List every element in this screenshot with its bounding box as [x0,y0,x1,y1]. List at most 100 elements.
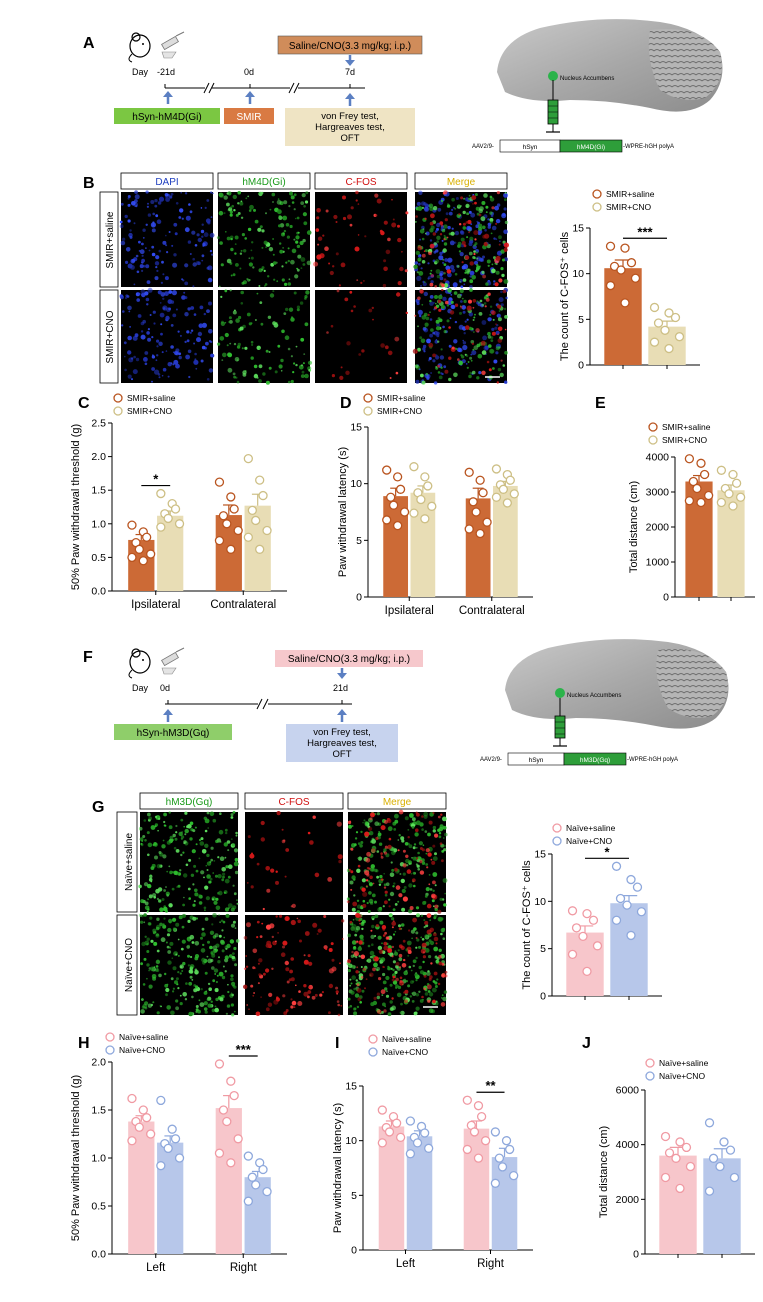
micrograph [413,190,509,289]
data-point [728,469,738,480]
data-point [653,318,664,328]
tests-line-2: Hargreaves test, [307,738,377,749]
y-tick-label: 0 [663,592,669,604]
column-label-cfos: C-FOS [345,177,376,188]
virus-label: hSyn-hM3D(Gq) [137,728,210,739]
data-point [588,915,599,925]
data-point [681,1142,692,1153]
tests-box [286,724,398,762]
mouse-icon [128,648,151,679]
data-point [382,465,392,475]
tests-box [285,108,415,146]
timeline-day-label: Day [132,67,149,77]
data-point [692,483,702,494]
data-point [247,1172,257,1182]
legend-marker [552,836,562,846]
data-point [716,497,727,508]
syringe-icon [553,698,567,747]
panel-letter-i: I [335,1035,339,1052]
tests-line-3: OFT [341,133,360,144]
row-label-naive-cno: Naïve+CNO [124,938,135,992]
data-point [262,1186,272,1197]
injection-label: Saline/CNO(3.3 mg/kg; i.p.) [289,41,411,52]
micrograph [216,190,312,288]
y-tick-label: 2.0 [91,451,106,463]
timeline-break [256,698,269,710]
legend-marker [368,1034,378,1044]
virus-box [114,108,220,124]
micrograph [119,190,215,288]
data-point [127,520,137,530]
column-label-merge: Merge [383,797,412,808]
data-point [715,1161,725,1172]
micrograph [412,287,509,385]
data-point [420,1128,430,1138]
legend-label: Naïve+saline [659,1058,709,1068]
panel-letter-e: E [595,395,606,412]
column-label-cfos: C-FOS [278,797,309,808]
y-tick-label: 15 [345,1081,357,1093]
brain-sagittal-image: Nucleus Accumbens [505,639,729,729]
data-point [174,519,185,529]
data-point [509,1171,519,1181]
construct-suffix: -WPRE-hGH polyA [627,757,678,763]
legend-label: Naïve+CNO [382,1047,428,1057]
data-point [611,915,622,925]
panel-a: A Day -21d 0d 7d Saline/CNO(3.3 [83,19,723,153]
data-point [134,544,144,554]
data-point [226,1076,236,1086]
data-point [222,519,232,529]
data-point [214,1059,225,1069]
data-point [233,525,243,536]
column-label-merge: Merge [447,177,476,188]
data-point [684,496,695,506]
injection-box [275,650,423,667]
data-point [475,475,485,485]
legend-marker [552,823,562,833]
data-point [664,308,674,318]
x-tick-label: Right [230,1262,258,1274]
y-tick-label: 1000 [646,557,670,569]
data-point [377,1138,387,1148]
data-point [258,490,268,501]
data-point [163,1143,173,1154]
y-tick-label: 0 [540,991,546,1003]
legend-label: SMIR+saline [377,393,426,403]
data-point [684,454,695,464]
data-point [156,522,166,532]
data-point [469,1127,480,1137]
data-point [491,492,502,502]
data-point [731,478,742,488]
data-point [226,544,236,554]
data-point [156,488,166,499]
significance-label: *** [236,1042,252,1057]
y-tick-label: 2000 [646,522,670,534]
data-point [409,462,419,472]
micrograph [315,289,408,383]
data-point [582,908,592,919]
data-point [127,1093,137,1104]
data-point [480,1136,491,1146]
data-point [424,1143,434,1153]
region-label: Nucleus Accumbens [560,76,614,82]
data-point [146,1129,156,1139]
data-point [243,532,253,542]
data-point [649,337,660,347]
micrograph [243,914,345,1017]
data-point [490,1178,501,1188]
y-axis-label: Paw withdrawal latency (s) [332,1103,344,1233]
data-point [626,874,636,885]
data-point [675,1183,685,1194]
y-tick-label: 2000 [616,1194,640,1206]
injection-box [277,35,423,55]
construct-gene-box [563,752,627,766]
data-point [388,500,399,510]
data-point [423,481,433,491]
data-point [704,1118,715,1128]
construct-promoter: hSyn [529,757,544,764]
y-tick-label: 2.5 [91,418,106,430]
data-point [660,1172,671,1183]
region-label: Nucleus Accumbens [567,693,621,699]
data-point [395,1132,406,1143]
